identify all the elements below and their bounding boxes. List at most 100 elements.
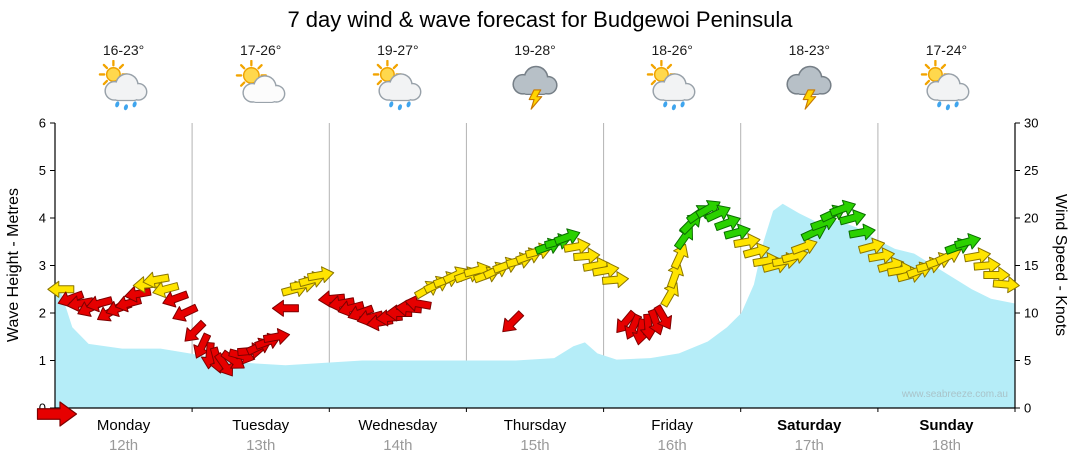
wind-arrow [337,300,365,318]
wave-axis-tick-label: 2 [39,306,46,321]
day-date: 17th [794,437,824,454]
day-header-thursday: 19-28° [475,42,595,116]
weather-icon-svg [98,59,147,111]
wind-arrow [742,242,770,260]
day-label-saturday: Saturday 17th [749,417,869,454]
day-date: 15th [520,437,550,454]
weather-icon-sun-cloud-rain [612,59,732,116]
weather-icon-svg [235,59,286,104]
wind-arrow [867,247,895,265]
wind-arrow [790,237,818,255]
wind-arrow [86,295,114,313]
day-header-friday: 18-26° [612,42,732,116]
day-date: 16th [657,437,687,454]
day-name: Wednesday [358,417,438,434]
weather-icon-svg [786,65,832,110]
cloud-icon [512,65,558,95]
wind-arrow [723,223,751,241]
wind-arrow [653,304,673,330]
wind-arrow [829,199,856,217]
weather-icon-svg [646,59,696,111]
wind-arrow [553,228,581,246]
cloud-icon [926,73,970,102]
day-name: Saturday [777,417,842,434]
wind-arrow [983,266,1011,284]
temp-range: 19-28° [514,42,556,58]
wave-height-area [55,203,1015,408]
weather-icon-sun-cloud-rain [338,59,458,116]
wind-arrow [992,276,1020,294]
wind-arrow [184,319,207,342]
rain-icon [937,101,960,111]
wind-arrow [318,290,346,308]
cloud-icon [652,73,696,102]
day-header-saturday: 18-23° [749,42,869,116]
wave-axis-tick-label: 1 [39,353,46,368]
wind-arrow [838,209,866,226]
wind-arrow [214,352,234,377]
day-name: Monday [96,417,151,434]
wind-axis-tick-label: 0 [1024,401,1031,416]
day-label-wednesday: Wednesday 14th [338,417,458,454]
wind-axis-tick-label: 20 [1024,211,1038,226]
wind-arrow [172,303,199,322]
wind-arrow [670,243,689,270]
day-name: Friday [651,417,693,434]
wind-axis-tick-label: 30 [1024,116,1038,131]
wave-axis-tick-label: 5 [39,163,46,178]
wind-arrow [262,328,291,345]
day-date: 13th [246,437,276,454]
day-date: 18th [931,437,962,454]
wind-axis-tick-label: 15 [1024,258,1038,273]
wave-axis-tick-label: 3 [39,258,46,273]
day-date: 12th [108,437,139,454]
wind-arrow [66,295,94,313]
wind-arrow [162,290,189,308]
temp-range: 19-27° [377,42,419,58]
weather-icon-sun-cloud-rain [64,59,184,116]
wind-arrow [954,233,982,250]
wind-arrow [963,247,991,265]
temp-range: 18-26° [651,42,693,58]
cloud-icon [103,73,147,102]
page-title: 7 day wind & wave forecast for Budgewoi … [287,7,793,32]
weather-icon-storm [475,60,595,116]
day-name: Tuesday [232,417,290,434]
wind-arrow [271,299,299,317]
temp-range: 16-23° [102,42,145,58]
wind-arrow [695,200,721,219]
cloud-icon [786,65,832,95]
day-date: 14th [383,437,413,454]
day-label-thursday: Thursday 15th [475,417,595,454]
wind-arrow [142,271,170,289]
cloud-icon [378,73,422,102]
rain-icon [389,101,411,111]
wind-arrow [592,261,620,279]
weather-icon-sun-cloud-rain [886,59,1006,116]
wind-arrow [502,310,525,333]
sun-icon [646,59,677,90]
rain-icon [663,101,685,111]
day-label-friday: Friday 16th [612,417,732,454]
lightning-icon [802,89,817,110]
wind-arrow [858,237,886,255]
day-label-monday: Monday 12th [64,417,184,454]
wind-arrow [848,223,876,241]
wind-axis-tick-label: 25 [1024,163,1038,178]
wind-arrow [404,294,432,312]
weather-icon-svg [372,59,422,111]
wind-arrow [152,281,180,299]
wave-axis-tick-label: 4 [39,211,46,226]
day-header-sunday: 17-24° [886,42,1006,116]
day-name: Thursday [503,417,567,434]
rain-icon [114,101,137,111]
day-label-tuesday: Tuesday 13th [201,417,321,454]
temp-range: 18-23° [788,42,830,58]
lightning-icon [528,89,543,110]
wind-arrow [704,204,731,223]
wind-arrow [563,237,591,255]
wind-axis-tick-label: 5 [1024,353,1031,368]
wind-arrow [327,295,356,313]
wind-arrow [573,247,601,265]
